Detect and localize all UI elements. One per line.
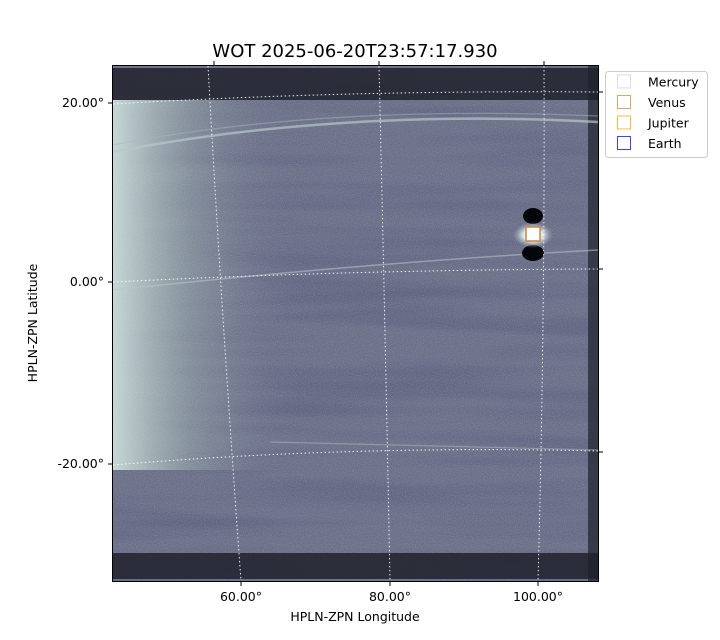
grid-line-lat--20	[112, 449, 599, 466]
streak	[112, 117, 599, 154]
dark-blob	[523, 208, 543, 224]
grid	[112, 65, 599, 582]
dark-blob	[522, 245, 544, 261]
image-top-edge	[113, 68, 598, 100]
image-area	[112, 66, 599, 581]
y-tick-label: 0.00°	[70, 274, 104, 289]
venus-marker	[525, 226, 541, 242]
grid-line-lon-60	[207, 65, 242, 582]
legend-label-venus: Venus	[648, 95, 686, 110]
streak	[112, 112, 599, 146]
y-axis-label: HPLN-ZPN Latitude	[25, 263, 40, 382]
ticks	[108, 61, 603, 586]
legend: Mercury Venus Jupiter Earth	[605, 71, 708, 158]
image-right-edge	[588, 66, 598, 581]
grid-line-lat-20	[112, 91, 599, 105]
x-tick-labels: 60.00° 80.00° 100.00°	[220, 589, 563, 604]
image-bottom-edge	[113, 553, 598, 579]
x-tick-label: 60.00°	[220, 589, 262, 604]
image-noise	[113, 66, 598, 581]
legend-swatch-venus	[617, 95, 631, 109]
legend-label-mercury: Mercury	[648, 75, 699, 90]
legend-swatch-jupiter	[617, 115, 631, 130]
x-tick-label: 80.00°	[369, 589, 411, 604]
legend-swatch-earth	[617, 136, 631, 150]
axes-frame	[112, 65, 599, 582]
legend-swatch-mercury	[617, 74, 631, 89]
x-axis-label: HPLN-ZPN Longitude	[290, 609, 420, 624]
streak	[269, 441, 599, 451]
x-tick-label: 100.00°	[513, 589, 563, 604]
y-tick-labels: 20.00° 0.00° -20.00°	[57, 95, 104, 471]
legend-label-earth: Earth	[648, 136, 682, 151]
y-tick-label: 20.00°	[62, 95, 104, 110]
y-tick-label: -20.00°	[57, 456, 104, 471]
chart-title: WOT 2025-06-20T23:57:17.930	[212, 41, 497, 62]
grid-line-lat-0	[112, 268, 599, 283]
legend-label-jupiter: Jupiter	[647, 116, 690, 131]
